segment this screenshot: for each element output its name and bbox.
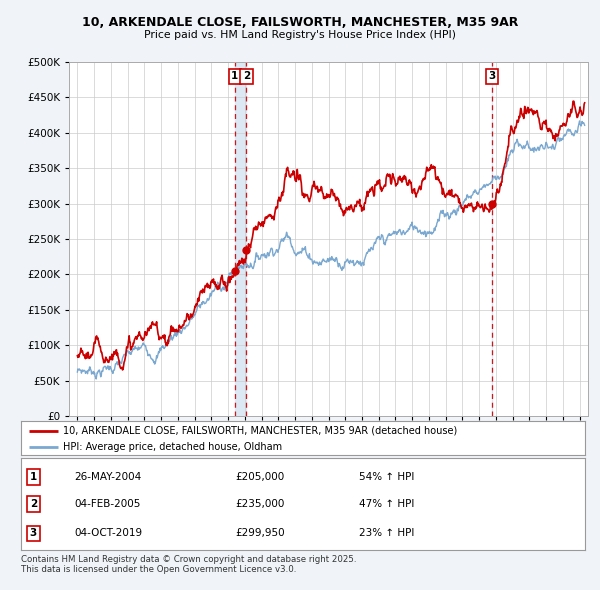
Text: £205,000: £205,000 xyxy=(235,472,284,481)
Text: 1: 1 xyxy=(231,71,238,81)
Text: 1: 1 xyxy=(30,472,37,481)
Text: Price paid vs. HM Land Registry's House Price Index (HPI): Price paid vs. HM Land Registry's House … xyxy=(144,31,456,40)
Text: HPI: Average price, detached house, Oldham: HPI: Average price, detached house, Oldh… xyxy=(64,442,283,452)
Text: £299,950: £299,950 xyxy=(235,529,285,539)
Text: Contains HM Land Registry data © Crown copyright and database right 2025.
This d: Contains HM Land Registry data © Crown c… xyxy=(21,555,356,574)
Text: 23% ↑ HPI: 23% ↑ HPI xyxy=(359,529,415,539)
Text: £235,000: £235,000 xyxy=(235,499,284,509)
Text: 3: 3 xyxy=(488,71,496,81)
Text: 10, ARKENDALE CLOSE, FAILSWORTH, MANCHESTER, M35 9AR: 10, ARKENDALE CLOSE, FAILSWORTH, MANCHES… xyxy=(82,16,518,29)
Text: 2: 2 xyxy=(243,71,250,81)
Text: 26-MAY-2004: 26-MAY-2004 xyxy=(74,472,142,481)
Text: 10, ARKENDALE CLOSE, FAILSWORTH, MANCHESTER, M35 9AR (detached house): 10, ARKENDALE CLOSE, FAILSWORTH, MANCHES… xyxy=(64,426,458,436)
Text: 04-FEB-2005: 04-FEB-2005 xyxy=(74,499,141,509)
Text: 04-OCT-2019: 04-OCT-2019 xyxy=(74,529,143,539)
Bar xyxy=(235,62,247,416)
Text: 47% ↑ HPI: 47% ↑ HPI xyxy=(359,499,415,509)
Text: 54% ↑ HPI: 54% ↑ HPI xyxy=(359,472,415,481)
Text: 3: 3 xyxy=(30,529,37,539)
Text: 2: 2 xyxy=(30,499,37,509)
